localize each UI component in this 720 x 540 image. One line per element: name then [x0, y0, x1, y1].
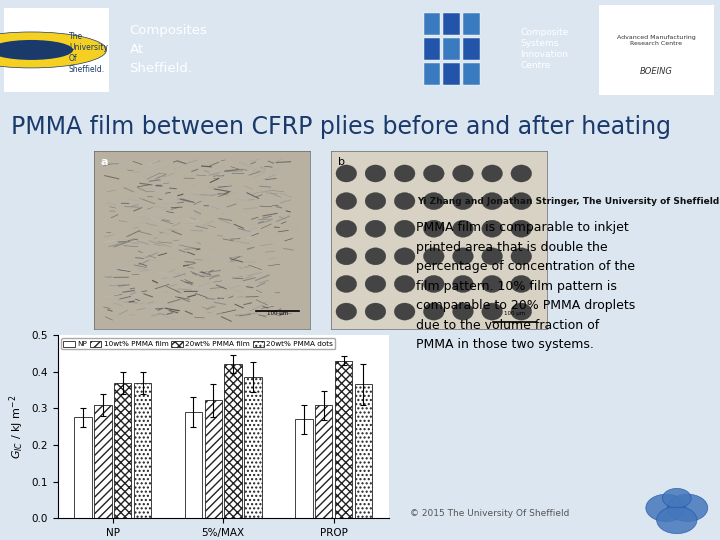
Circle shape: [423, 275, 444, 293]
Circle shape: [453, 165, 473, 182]
Text: PMMA film between CFRP plies before and after heating: PMMA film between CFRP plies before and …: [11, 114, 671, 139]
Circle shape: [511, 165, 531, 182]
Bar: [315, 406, 333, 518]
Circle shape: [482, 165, 503, 182]
Circle shape: [511, 275, 531, 293]
Circle shape: [482, 220, 503, 237]
Circle shape: [423, 303, 444, 320]
Circle shape: [365, 275, 386, 293]
Circle shape: [395, 193, 415, 210]
Bar: [94, 404, 112, 518]
Circle shape: [0, 32, 107, 68]
Circle shape: [453, 220, 473, 237]
Circle shape: [336, 248, 356, 265]
Circle shape: [453, 193, 473, 210]
Text: Yi Zhang and Jonathan Stringer, The University of Sheffield: Yi Zhang and Jonathan Stringer, The Univ…: [418, 197, 720, 206]
Circle shape: [511, 220, 531, 237]
Text: The
University
Of
Sheffield.: The University Of Sheffield.: [69, 32, 108, 75]
Circle shape: [0, 40, 73, 60]
Bar: [184, 412, 202, 518]
Circle shape: [453, 275, 473, 293]
Bar: [225, 364, 242, 518]
Text: b: b: [338, 157, 345, 166]
Bar: [134, 382, 151, 518]
Bar: [4, 8, 109, 92]
Circle shape: [365, 220, 386, 237]
Circle shape: [511, 303, 531, 320]
Text: a: a: [100, 157, 107, 166]
Text: BOEING: BOEING: [640, 68, 673, 77]
Bar: [463, 38, 480, 60]
Circle shape: [336, 275, 356, 293]
Circle shape: [365, 248, 386, 265]
Bar: [204, 400, 222, 518]
Bar: [444, 63, 460, 85]
Text: Composites
At
Sheffield.: Composites At Sheffield.: [130, 24, 207, 76]
Bar: [114, 382, 132, 518]
Bar: [423, 13, 440, 35]
Bar: [423, 63, 440, 85]
Bar: [444, 38, 460, 60]
Y-axis label: $G_{IC}$ / kJ m$^{-2}$: $G_{IC}$ / kJ m$^{-2}$: [7, 394, 26, 459]
Circle shape: [395, 275, 415, 293]
Circle shape: [336, 193, 356, 210]
Circle shape: [453, 303, 473, 320]
Circle shape: [336, 220, 356, 237]
Bar: [74, 417, 91, 518]
Bar: [599, 5, 714, 95]
Bar: [463, 63, 480, 85]
Bar: [444, 13, 460, 35]
Text: Advanced Manufacturing
Research Centre: Advanced Manufacturing Research Centre: [617, 35, 696, 46]
Bar: [355, 384, 372, 518]
Circle shape: [365, 303, 386, 320]
Circle shape: [423, 165, 444, 182]
Bar: [423, 38, 440, 60]
Circle shape: [511, 248, 531, 265]
Bar: [295, 419, 312, 518]
Circle shape: [482, 248, 503, 265]
Circle shape: [482, 275, 503, 293]
Text: 100 μm: 100 μm: [504, 311, 526, 316]
Circle shape: [365, 193, 386, 210]
Circle shape: [657, 507, 697, 534]
Circle shape: [453, 248, 473, 265]
Circle shape: [395, 248, 415, 265]
Circle shape: [336, 165, 356, 182]
Circle shape: [423, 248, 444, 265]
Bar: [244, 377, 262, 518]
Text: PMMA film is comparable to inkjet
printed area that is double the
percentage of : PMMA film is comparable to inkjet printe…: [416, 221, 636, 351]
Circle shape: [395, 165, 415, 182]
Circle shape: [662, 488, 691, 508]
Circle shape: [336, 303, 356, 320]
Circle shape: [365, 165, 386, 182]
Circle shape: [667, 494, 708, 522]
Bar: [463, 13, 480, 35]
Circle shape: [511, 193, 531, 210]
Circle shape: [646, 494, 686, 522]
Text: Composite
Systems
Innovation
Centre: Composite Systems Innovation Centre: [521, 28, 569, 70]
Legend: NP, 10wt% PMMA film, 20wt% PMMA film, 20wt% PMMA dots: NP, 10wt% PMMA film, 20wt% PMMA film, 20…: [61, 339, 336, 349]
Bar: [335, 361, 352, 518]
Circle shape: [395, 220, 415, 237]
Text: 100 μm: 100 μm: [266, 311, 288, 316]
Circle shape: [482, 193, 503, 210]
Circle shape: [395, 303, 415, 320]
Text: © 2015 The University Of Sheffield: © 2015 The University Of Sheffield: [410, 509, 570, 517]
Circle shape: [482, 303, 503, 320]
Circle shape: [423, 220, 444, 237]
Circle shape: [423, 193, 444, 210]
